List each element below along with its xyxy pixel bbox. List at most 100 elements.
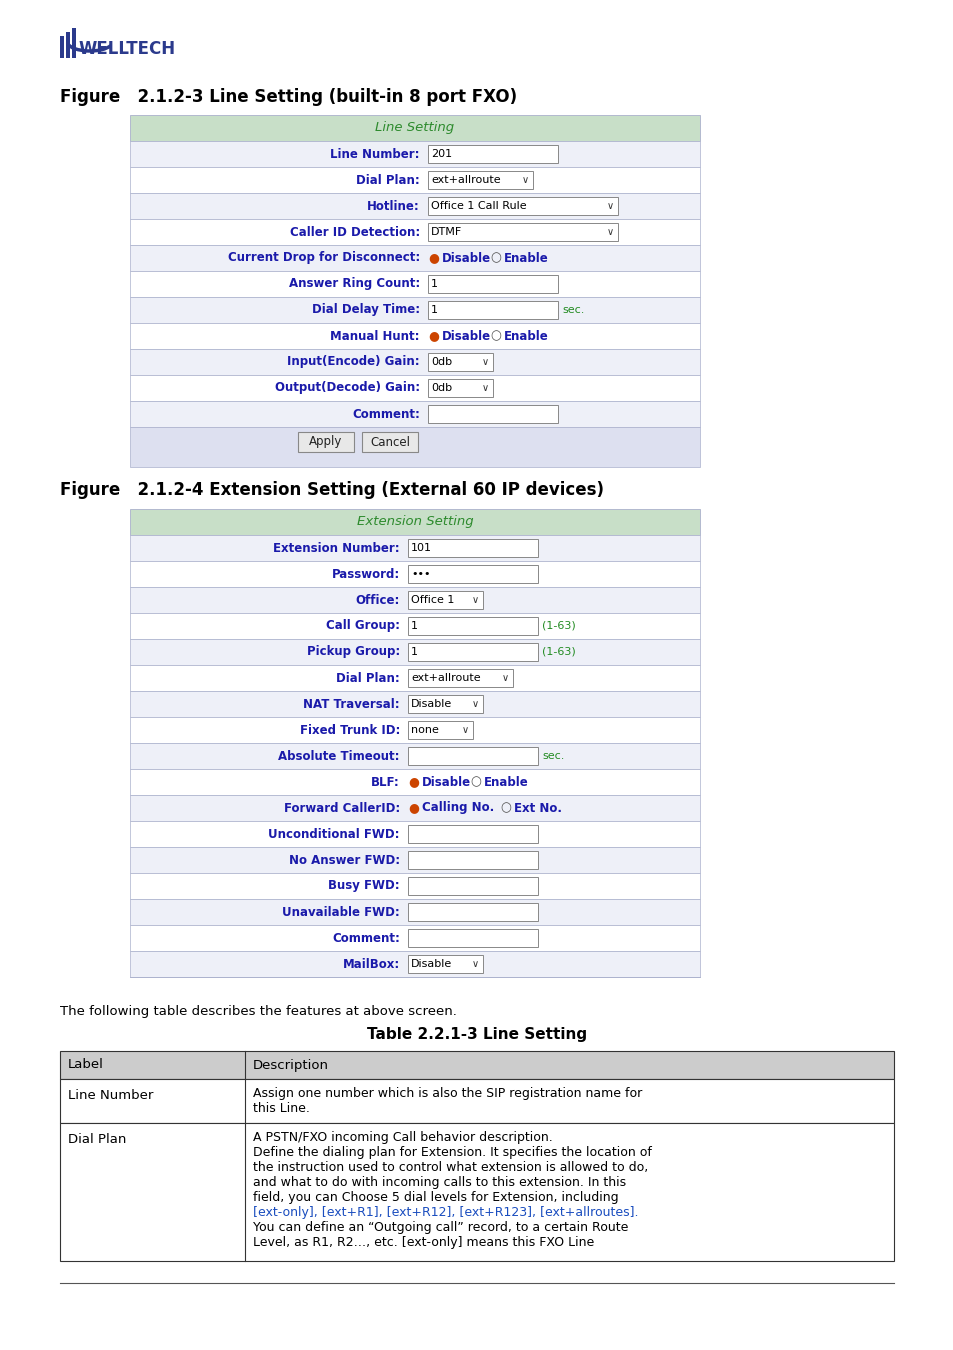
Text: Define the dialing plan for Extension. It specifies the location of: Define the dialing plan for Extension. I…	[253, 1146, 651, 1160]
Text: Disable: Disable	[411, 699, 452, 709]
Text: Office 1 Call Rule: Office 1 Call Rule	[431, 201, 526, 211]
Bar	[130, 323, 700, 350]
Bar	[130, 535, 700, 562]
Text: Description: Description	[253, 1058, 329, 1072]
Bar	[60, 1079, 893, 1123]
Bar	[130, 769, 700, 795]
Text: Absolute Timeout:: Absolute Timeout:	[278, 749, 399, 763]
Bar	[428, 275, 558, 293]
Text: Output(Decode) Gain:: Output(Decode) Gain:	[274, 382, 419, 394]
Text: Extension Setting: Extension Setting	[356, 516, 473, 528]
Text: Figure   2.1.2-3 Line Setting (built-in 8 port FXO): Figure 2.1.2-3 Line Setting (built-in 8 …	[60, 88, 517, 107]
Text: Assign one number which is also the SIP registration name for: Assign one number which is also the SIP …	[253, 1087, 641, 1100]
Text: 1: 1	[431, 305, 437, 315]
Bar	[428, 301, 558, 319]
Bar	[130, 899, 700, 925]
Text: Busy FWD:: Busy FWD:	[328, 879, 399, 892]
Text: Pickup Group:: Pickup Group:	[307, 645, 399, 659]
Bar	[130, 140, 700, 167]
Bar	[60, 1123, 893, 1261]
Text: ○: ○	[499, 802, 511, 814]
Text: Table 2.2.1-3 Line Setting: Table 2.2.1-3 Line Setting	[367, 1027, 586, 1042]
Text: (1-63): (1-63)	[541, 621, 576, 630]
Text: •••: •••	[411, 568, 430, 579]
Text: ext+allroute: ext+allroute	[431, 176, 500, 185]
Text: ○: ○	[490, 329, 500, 343]
Text: ∨: ∨	[501, 674, 509, 683]
Text: 1: 1	[411, 621, 417, 630]
Bar	[130, 271, 700, 297]
Bar	[130, 925, 700, 950]
Text: Line Number:: Line Number:	[330, 147, 419, 161]
Bar	[130, 562, 700, 587]
Text: Call Group:: Call Group:	[326, 620, 399, 633]
Text: Dial Plan:: Dial Plan:	[335, 671, 399, 684]
Bar	[130, 613, 700, 639]
Bar	[130, 821, 700, 846]
Text: No Answer FWD:: No Answer FWD:	[289, 853, 399, 867]
Text: 201: 201	[431, 148, 452, 159]
Bar	[130, 350, 700, 375]
Text: ●: ●	[408, 802, 418, 814]
Text: Disable: Disable	[421, 775, 471, 788]
Text: ○: ○	[490, 251, 500, 265]
Text: Label: Label	[68, 1058, 104, 1072]
Text: Enable: Enable	[503, 329, 548, 343]
Text: ●: ●	[408, 775, 418, 788]
Bar	[428, 144, 558, 163]
Text: Enable: Enable	[503, 251, 548, 265]
Text: field, you can Choose 5 dial levels for Extension, including: field, you can Choose 5 dial levels for …	[253, 1191, 618, 1204]
Bar	[408, 539, 537, 558]
Text: [ext-only], [ext+R1], [ext+R12], [ext+R123], [ext+allroutes].: [ext-only], [ext+R1], [ext+R12], [ext+R1…	[253, 1206, 638, 1219]
Text: ∨: ∨	[481, 356, 489, 367]
Text: Line Setting: Line Setting	[375, 122, 454, 135]
Text: Comment:: Comment:	[332, 931, 399, 945]
Text: Level, as R1, R2…, etc. [ext-only] means this FXO Line: Level, as R1, R2…, etc. [ext-only] means…	[253, 1237, 594, 1249]
Text: Disable: Disable	[441, 251, 491, 265]
Text: WELLTECH: WELLTECH	[79, 40, 176, 58]
Text: none: none	[411, 725, 438, 734]
Bar	[130, 639, 700, 666]
Text: Forward CallerID:: Forward CallerID:	[283, 802, 399, 814]
Text: ∨: ∨	[481, 383, 489, 393]
Bar	[428, 223, 618, 242]
Bar	[60, 1052, 893, 1079]
Bar	[408, 617, 537, 634]
Text: ∨: ∨	[472, 699, 478, 709]
Bar	[60, 36, 64, 58]
Bar	[130, 666, 700, 691]
Text: MailBox:: MailBox:	[342, 957, 399, 971]
Bar	[361, 432, 417, 452]
Bar	[408, 670, 513, 687]
Bar	[408, 747, 537, 765]
Text: DTMF: DTMF	[431, 227, 462, 238]
Bar	[130, 873, 700, 899]
Text: Dial Plan:: Dial Plan:	[355, 174, 419, 186]
Bar	[130, 427, 700, 467]
Text: A PSTN/FXO incoming Call behavior description.: A PSTN/FXO incoming Call behavior descri…	[253, 1131, 552, 1143]
Text: Fixed Trunk ID:: Fixed Trunk ID:	[299, 724, 399, 737]
Text: The following table describes the features at above screen.: The following table describes the featur…	[60, 1004, 456, 1018]
Text: Current Drop for Disconnect:: Current Drop for Disconnect:	[228, 251, 419, 265]
Text: Comment:: Comment:	[352, 408, 419, 420]
Bar	[130, 795, 700, 821]
Text: ∨: ∨	[606, 227, 614, 238]
Text: Disable: Disable	[411, 958, 452, 969]
Text: Cancel: Cancel	[370, 436, 410, 448]
Bar	[130, 297, 700, 323]
Bar	[428, 405, 558, 423]
Text: sec.: sec.	[561, 305, 584, 315]
Bar	[130, 167, 700, 193]
Text: Extension Number:: Extension Number:	[274, 541, 399, 555]
Bar	[428, 379, 493, 397]
Text: Dial Plan: Dial Plan	[68, 1133, 126, 1146]
Text: ○: ○	[470, 775, 480, 788]
Bar	[408, 721, 473, 738]
Text: sec.: sec.	[541, 751, 564, 761]
Bar	[428, 171, 533, 189]
Text: Office 1: Office 1	[411, 595, 454, 605]
Bar	[130, 950, 700, 977]
Bar	[408, 825, 537, 842]
Text: Hotline:: Hotline:	[367, 200, 419, 212]
Bar	[408, 566, 537, 583]
